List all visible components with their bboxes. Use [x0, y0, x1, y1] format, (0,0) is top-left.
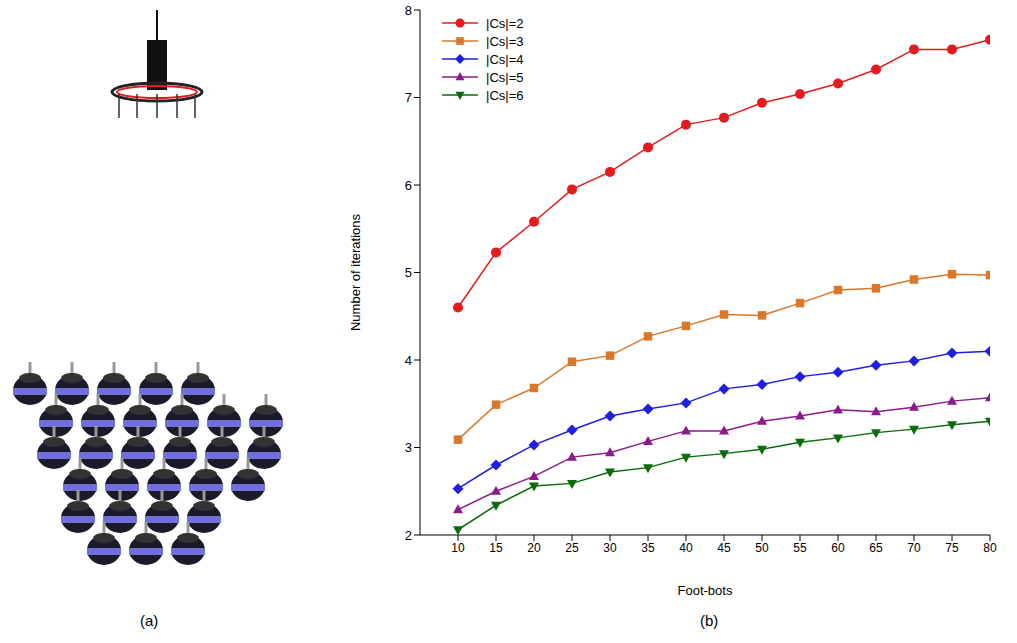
- svg-text:4: 4: [405, 353, 412, 368]
- html-text:(a): (a): [140, 612, 159, 629]
- html-text:|Cs|=4: |Cs|=4: [486, 51, 524, 67]
- svg-text:3: 3: [405, 440, 412, 455]
- svg-text:50: 50: [755, 541, 769, 555]
- svg-text:45: 45: [717, 541, 731, 555]
- svg-text:70: 70: [907, 541, 921, 555]
- svg-text:25: 25: [565, 541, 579, 555]
- svg-text:5: 5: [405, 265, 412, 280]
- svg-text:65: 65: [869, 541, 883, 555]
- svg-text:8: 8: [405, 3, 412, 18]
- svg-text:30: 30: [603, 541, 617, 555]
- html-text:|Cs|=6: |Cs|=6: [486, 87, 524, 103]
- svg-text:20: 20: [527, 541, 541, 555]
- svg-text:7: 7: [405, 90, 412, 105]
- svg-text:75: 75: [945, 541, 959, 555]
- svg-text:Foot-bots: Foot-bots: [678, 583, 733, 598]
- svg-text:35: 35: [641, 541, 655, 555]
- svg-text:6: 6: [405, 178, 412, 193]
- svg-text:15: 15: [489, 541, 503, 555]
- html-text:|Cs|=2: |Cs|=2: [486, 15, 524, 31]
- svg-text:60: 60: [831, 541, 845, 555]
- svg-text:40: 40: [679, 541, 693, 555]
- svg-text:55: 55: [793, 541, 807, 555]
- html-text:|Cs|=5: |Cs|=5: [486, 69, 524, 85]
- svg-text:Number of iterations: Number of iterations: [348, 213, 363, 331]
- svg-text:80: 80: [983, 541, 997, 555]
- html-text:(b): (b): [700, 612, 719, 629]
- svg-text:2: 2: [405, 528, 412, 543]
- svg-text:10: 10: [451, 541, 465, 555]
- html-text:|Cs|=3: |Cs|=3: [486, 33, 524, 49]
